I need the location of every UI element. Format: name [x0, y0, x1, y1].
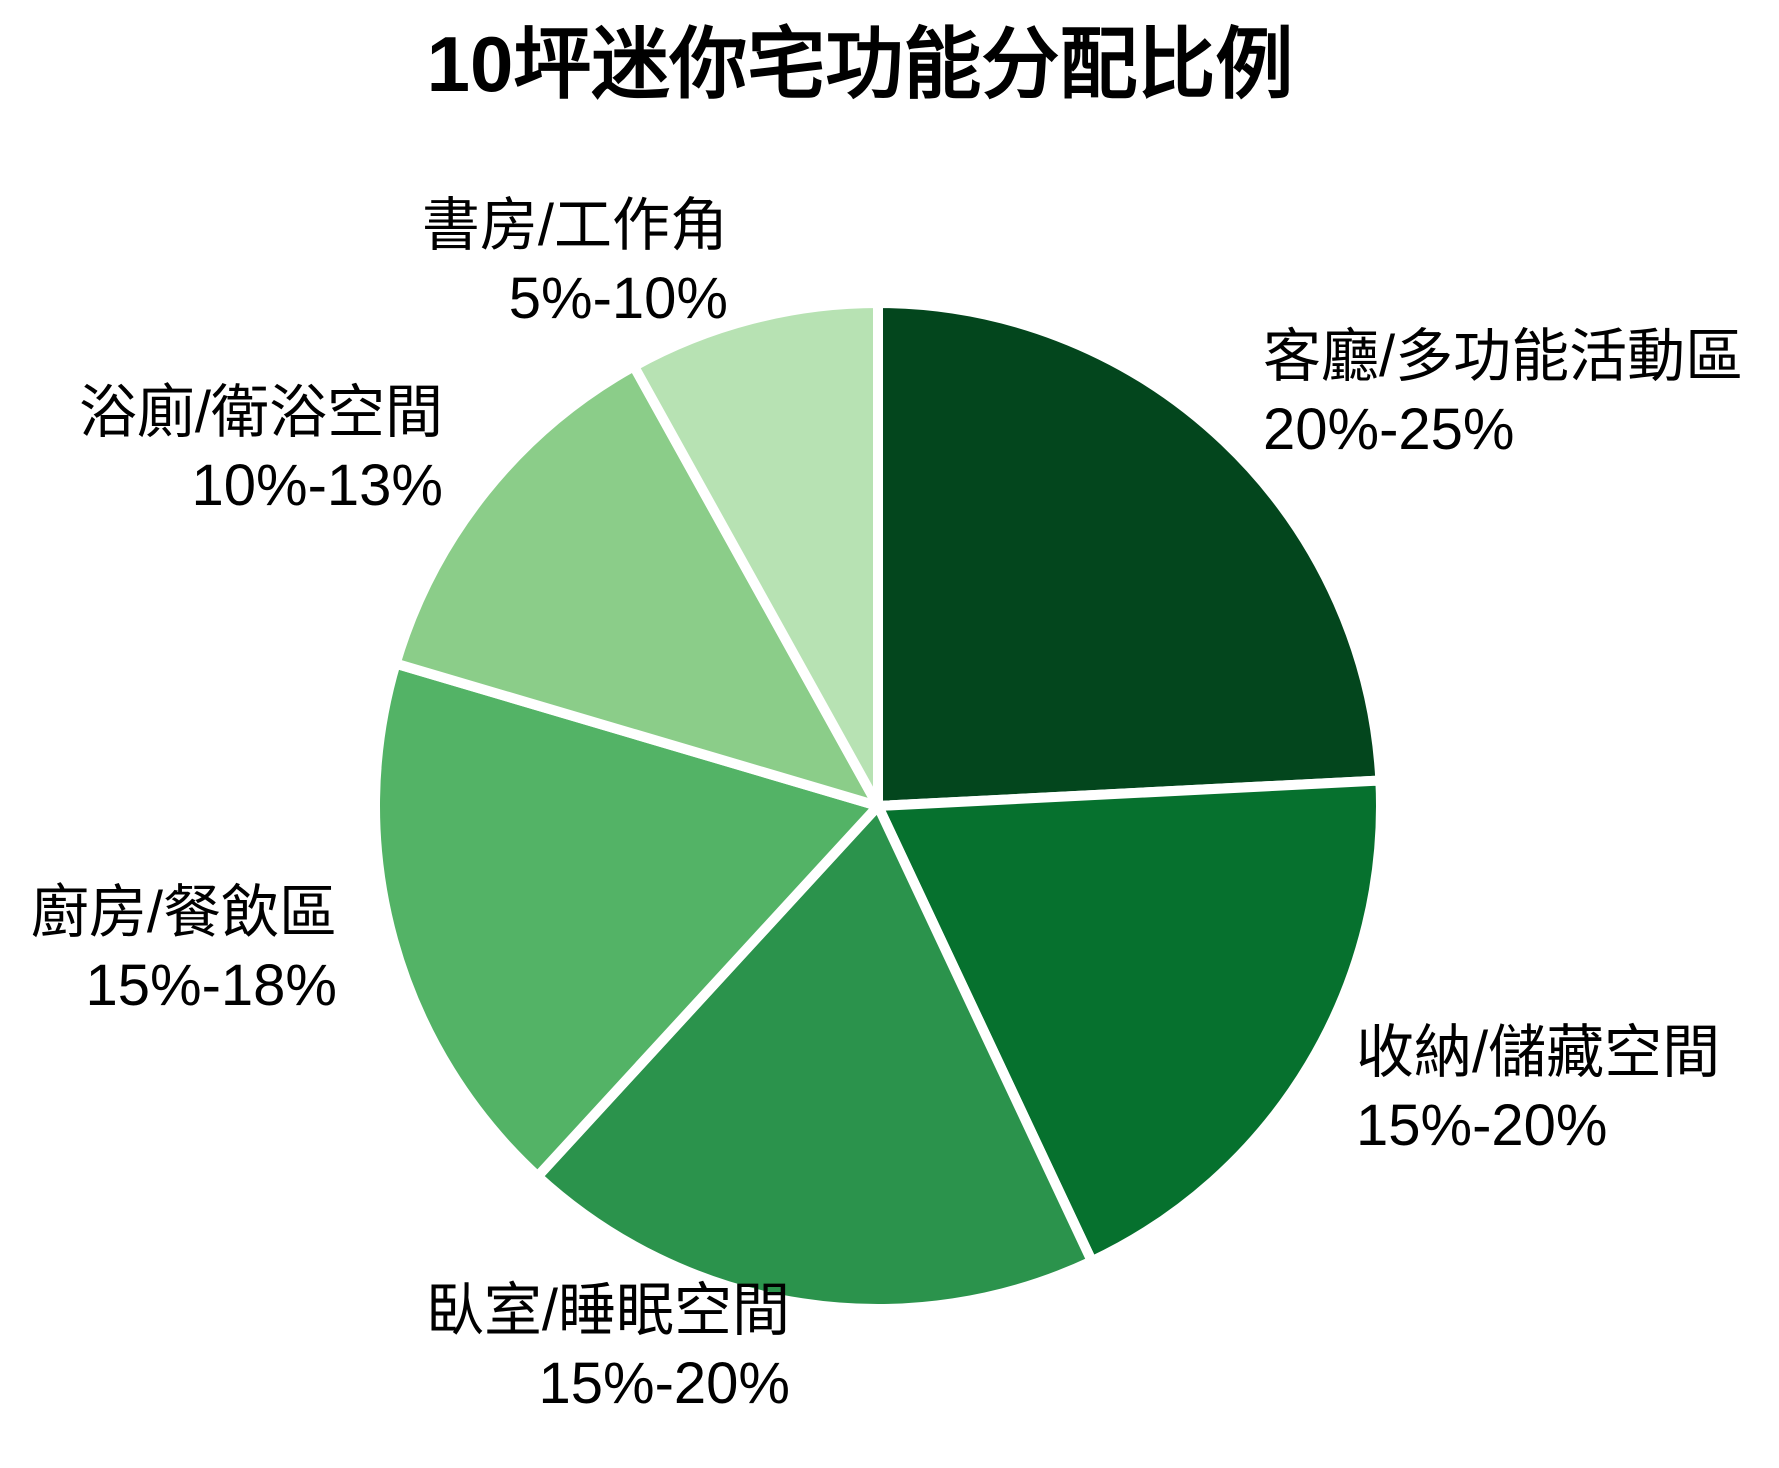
slice-label-kitchen: 廚房/餐飲區 15%-18%: [31, 876, 337, 1022]
pie-slice-6: [628, 298, 883, 811]
slice-name: 書房/工作角: [421, 193, 728, 258]
slice-label-living-room: 客廳/多功能活動區 20%-25%: [1263, 320, 1743, 466]
pie-slice-1: [873, 298, 1386, 811]
pie-slice-4: [370, 658, 883, 1182]
slice-range: 10%-13%: [191, 453, 443, 518]
slice-name: 浴廁/衛浴空間: [78, 380, 443, 445]
slice-range: 15%-20%: [1356, 1093, 1608, 1158]
slice-name: 收納/儲藏空間: [1356, 1020, 1721, 1085]
slice-label-study: 書房/工作角 5%-10%: [422, 189, 728, 335]
slice-name: 客廳/多功能活動區: [1263, 324, 1744, 389]
slice-label-storage: 收納/儲藏空間 15%-20%: [1356, 1016, 1720, 1162]
slice-name: 臥室/睡眠空間: [425, 1278, 790, 1343]
slice-range: 5%-10%: [508, 266, 728, 331]
chart-title: 10坪迷你宅功能分配比例: [426, 20, 1294, 108]
slice-name: 廚房/餐飲區: [30, 880, 337, 945]
slice-range: 15%-20%: [538, 1351, 790, 1416]
slice-range: 20%-25%: [1263, 397, 1515, 462]
pie-slice-3: [532, 801, 1097, 1314]
slice-range: 15%-18%: [85, 953, 337, 1018]
slice-label-bedroom: 臥室/睡眠空間 15%-20%: [426, 1274, 790, 1420]
pie-slice-5: [390, 361, 883, 811]
slice-label-bathroom: 浴廁/衛浴空間 10%-13%: [79, 376, 443, 522]
pie-slice-2: [873, 775, 1386, 1267]
